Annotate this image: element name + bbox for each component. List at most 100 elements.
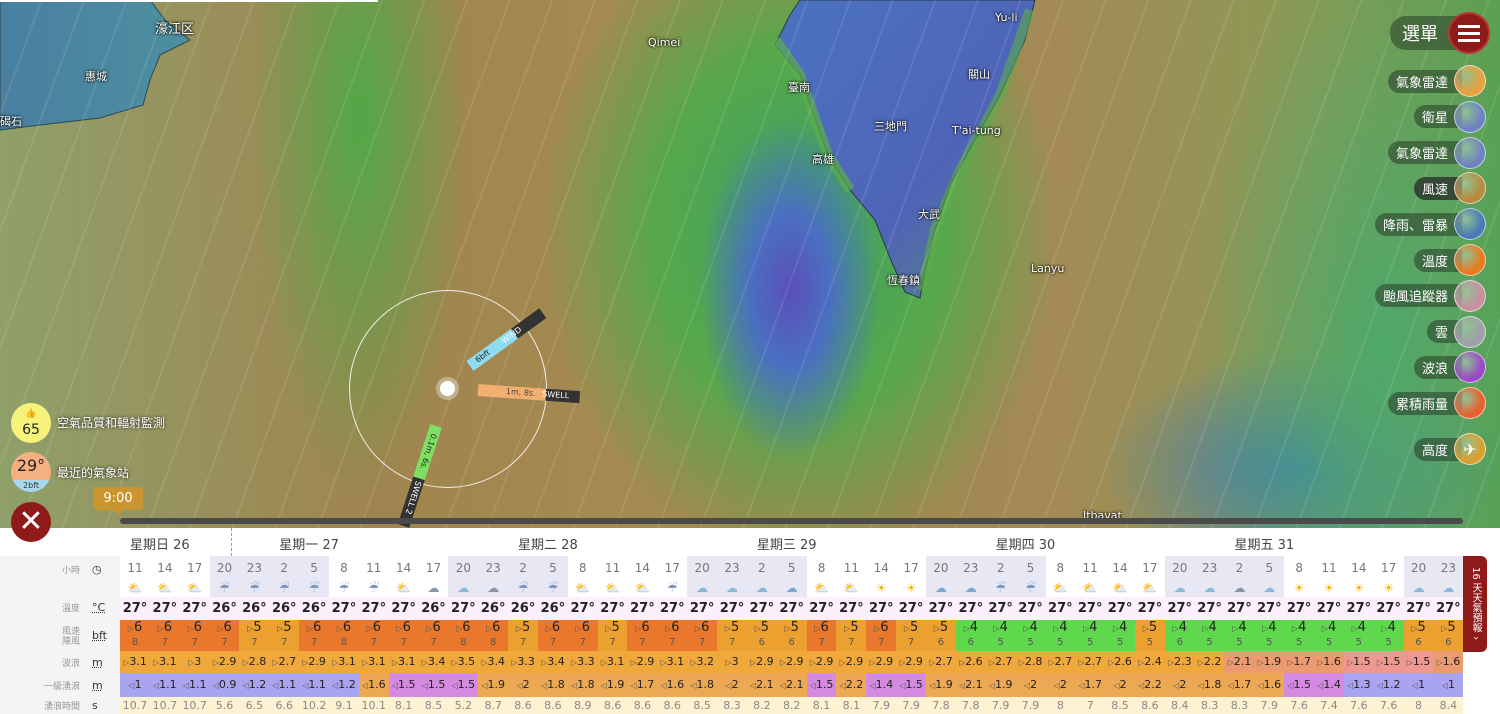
wave-direction-icon: ▷ xyxy=(451,658,458,667)
wind-cell: ▷6 7 xyxy=(806,620,837,651)
swell-direction-icon: ◁ xyxy=(361,681,369,690)
wind-cell: ▷5 6 xyxy=(776,620,807,651)
temp-cell: 27° xyxy=(448,597,479,620)
layer-button[interactable]: 氣象雷達 xyxy=(1387,136,1486,169)
hour-cell: 2 xyxy=(1224,556,1255,580)
search-bar-edge[interactable] xyxy=(0,0,378,2)
sun-cloud-icon: ⛅ xyxy=(127,581,143,595)
sun-cloud-icon: ⛅ xyxy=(814,581,830,595)
gust-value: 5 xyxy=(1325,637,1333,648)
wind-cell: ▷6 8 xyxy=(448,620,479,651)
gust-value: 7 xyxy=(609,637,616,648)
period-cell: 8.7 xyxy=(478,697,509,714)
period-cell: 8.2 xyxy=(776,697,807,714)
swell-value: 2.1 xyxy=(965,678,983,691)
hour-cell: 20 xyxy=(1164,556,1195,580)
layer-label: 衛星 xyxy=(1413,105,1462,129)
swell-value: 1.6 xyxy=(666,678,685,691)
temp-cell: 27° xyxy=(1015,597,1046,620)
sun-cloud-icon: ⛅ xyxy=(843,581,859,595)
wind-direction-icon: ▷ xyxy=(1291,624,1299,633)
weather-map[interactable]: 濠江区 惠城 碣石 Qimei Yu-li 臺南 關山 三地門 T'ai-tung 高雄 大武 恆春鎮… xyxy=(0,0,1500,528)
day-header[interactable]: 星期四 30 xyxy=(995,538,1056,553)
wave-value: 2.7 xyxy=(1084,655,1103,668)
temp-cell: 26° xyxy=(239,597,270,620)
wave-value: 2.9 xyxy=(636,655,655,668)
wave-cell: ▷2.9 xyxy=(627,651,658,673)
wind-cell: ▷4 6 xyxy=(955,620,986,651)
wind-direction-icon: ▷ xyxy=(665,624,672,633)
day-header[interactable]: 星期五 31 xyxy=(1234,538,1295,553)
day-header[interactable]: 星期日 26 xyxy=(130,538,190,553)
wind-direction-icon: ▷ xyxy=(1262,624,1269,633)
wave-value: 1.9 xyxy=(1263,655,1282,668)
swell-value: 1.1 xyxy=(308,678,326,691)
layer-button[interactable]: 波浪 xyxy=(1413,351,1486,384)
layer-button[interactable]: 降雨、雷暴 xyxy=(1374,208,1486,241)
label-wave: 波浪 xyxy=(61,659,80,669)
layer-button[interactable]: 風速 xyxy=(1413,172,1486,205)
wind-direction-icon: ▷ xyxy=(724,624,731,633)
swell-direction-icon: ◁ xyxy=(391,681,398,690)
hour-cell: 8 xyxy=(817,561,826,575)
wind-value: 4 xyxy=(1178,620,1187,635)
moon-cloud-icon: ☁ xyxy=(448,580,479,597)
wind-value: 5 xyxy=(850,620,859,635)
location-picker[interactable] xyxy=(440,381,455,396)
wave-value: 3.2 xyxy=(696,655,714,668)
wind-cell: ▷4 5 xyxy=(1343,620,1374,651)
hour-cell: 8 xyxy=(1056,561,1065,575)
wave-value: 3.1 xyxy=(368,655,386,668)
period-cell: 8 xyxy=(1403,697,1434,714)
time-bubble[interactable]: 9:00 xyxy=(93,487,143,515)
day-header[interactable]: 星期二 28 xyxy=(518,538,578,553)
layer-thumbnail-icon xyxy=(1454,136,1486,169)
layer-button[interactable]: 累積雨量 xyxy=(1387,387,1486,420)
wind-unit[interactable]: bft xyxy=(92,629,107,642)
wave-value: 3.4 xyxy=(547,655,565,668)
temp-unit[interactable]: °C xyxy=(92,601,106,614)
wave-direction-icon: ▷ xyxy=(1197,658,1204,667)
swell-cell: ◁1.6 xyxy=(358,673,389,697)
layer-button[interactable]: 颱風追蹤器 xyxy=(1374,279,1486,312)
forecast-table: 小時 ◷ 溫度 °C 風速 陣風 bft 波浪 m 一級湧浪 m 湧浪時間 s … xyxy=(0,528,1500,714)
hour-cell: 11 xyxy=(1082,561,1098,575)
air-quality-badge[interactable]: 👍 65 xyxy=(11,403,51,443)
16-day-forecast-tab[interactable]: 16 天天氣預報 › xyxy=(1463,556,1487,652)
hour-cell: 11 xyxy=(1321,561,1337,575)
gust-value: 5 xyxy=(1385,637,1392,648)
station-badge[interactable]: 29° 2bft xyxy=(11,452,51,492)
day-header[interactable]: 星期一 27 xyxy=(279,538,339,553)
wave-cell: ▷1.9 xyxy=(1254,651,1285,673)
timeline-scrubber[interactable] xyxy=(120,518,1463,524)
gust-value: 6 xyxy=(967,637,974,648)
layer-button[interactable]: 雲 xyxy=(1426,315,1486,348)
close-icon[interactable]: ✕ xyxy=(11,502,51,542)
layer-label: 颱風追蹤器 xyxy=(1374,284,1462,308)
swell-unit[interactable]: m xyxy=(92,679,103,692)
layer-button[interactable]: 氣象雷達 xyxy=(1387,65,1486,97)
swell-cell: ◁0.9 xyxy=(209,673,240,697)
wind-value: 5 xyxy=(1447,620,1456,635)
menu-button[interactable]: 選單 xyxy=(1390,12,1490,54)
layer-button[interactable]: 衛星 xyxy=(1413,100,1486,133)
layer-button[interactable]: 高度 ✈ xyxy=(1413,433,1486,465)
layer-button[interactable]: 溫度 xyxy=(1413,244,1486,276)
swell-cell: ◁1.9 xyxy=(925,673,956,697)
day-header[interactable]: 星期三 29 xyxy=(756,538,817,553)
wave-direction-icon: ▷ xyxy=(1436,658,1443,667)
wind-cell: ▷4 5 xyxy=(1105,620,1136,651)
layer-thumbnail-icon xyxy=(1454,351,1486,384)
wave-value: 2.6 xyxy=(965,655,983,668)
wave-unit[interactable]: m xyxy=(92,656,103,669)
hamburger-icon[interactable] xyxy=(1448,12,1490,54)
rain-icon: ☔ xyxy=(508,580,539,597)
hour-cell: 20 xyxy=(925,556,956,580)
wind-cell: ▷5 7 xyxy=(836,620,867,651)
wave-cell: ▷3.3 xyxy=(567,651,598,673)
swell-value: 1.5 xyxy=(905,678,923,691)
station-label[interactable]: 最近的氣象站 xyxy=(57,466,130,480)
gust-value: 7 xyxy=(221,637,228,648)
air-quality-label[interactable]: 空氣品質和輻射監測 xyxy=(57,416,166,430)
wave-cell: ▷3.1 xyxy=(328,651,359,673)
